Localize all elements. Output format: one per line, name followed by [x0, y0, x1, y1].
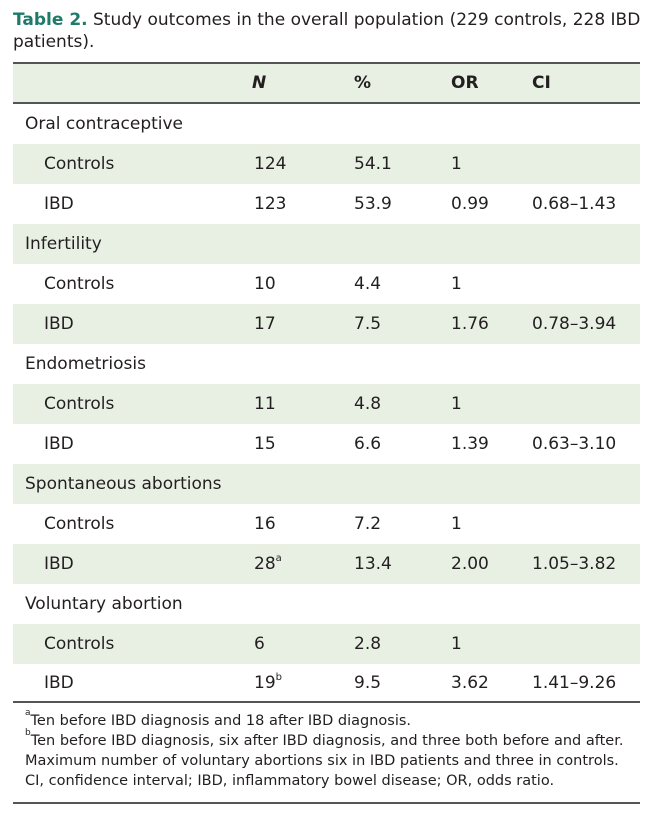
- table-row: IBD 28 a 13.4 2.00 1.05–3.82: [13, 544, 640, 584]
- group-label: Endometriosis: [25, 354, 146, 374]
- row-label: Controls: [44, 274, 115, 294]
- header-ci: CI: [532, 73, 551, 93]
- table-row: Controls 16 7.2 1: [13, 504, 640, 544]
- row-label: IBD: [44, 554, 74, 574]
- cell-percent: 2.8: [354, 634, 382, 654]
- group-label: Voluntary abortion: [25, 594, 183, 614]
- row-label: IBD: [44, 434, 74, 454]
- row-label: IBD: [44, 672, 74, 693]
- cell-or: 1: [451, 394, 462, 414]
- group-label: Oral contraceptive: [25, 114, 184, 134]
- footnote-marker: a: [25, 708, 31, 719]
- cell-n: 28 a: [254, 553, 282, 575]
- cell-percent: 54.1: [354, 154, 392, 174]
- cell-or: 1: [451, 274, 462, 294]
- cell-n: 6: [254, 634, 265, 654]
- cell-percent: 53.9: [354, 194, 392, 214]
- cell-n: 11: [254, 394, 276, 414]
- header-or: OR: [451, 73, 479, 93]
- cell-ci: 1.05–3.82: [532, 554, 617, 574]
- outcomes-table: N % OR CI Oral contraceptive Controls 124 5…: [13, 62, 640, 703]
- row-label: Controls: [44, 634, 115, 654]
- cell-or: 1: [451, 514, 462, 534]
- group-row: Infertility: [13, 224, 640, 264]
- cell-n: 124: [254, 154, 287, 174]
- header-rule: [13, 102, 640, 104]
- cell-percent: 13.4: [354, 554, 392, 574]
- footnote: aTen before IBD diagnosis and 18 after I…: [25, 708, 412, 729]
- cell-n: 16: [254, 514, 276, 534]
- table-label: Table 2.: [13, 10, 88, 30]
- cell-percent: 9.5: [354, 672, 382, 693]
- header-percent: %: [354, 73, 372, 93]
- footnote: Maximum number of voluntary abortions si…: [25, 753, 619, 769]
- bottom-rule: [13, 701, 640, 703]
- cell-or: 1.76: [451, 314, 489, 334]
- group-label: Infertility: [25, 234, 102, 254]
- footnote: CI, confidence interval; IBD, inflammato…: [25, 773, 555, 789]
- table-row: IBD 17 7.5 1.76 0.78–3.94: [13, 304, 640, 344]
- table-row: IBD 123 53.9 0.99 0.68–1.43: [13, 184, 640, 224]
- cell-percent: 7.5: [354, 314, 382, 334]
- table-caption: Table 2. Study outcomes in the overall p…: [13, 9, 643, 53]
- cell-percent: 4.4: [354, 274, 382, 294]
- cell-n: 123: [254, 194, 287, 214]
- row-label: IBD: [44, 314, 74, 334]
- table-row: IBD 19 b 9.5 3.62 1.41–9.26: [13, 664, 640, 701]
- group-label: Spontaneous abortions: [25, 474, 222, 494]
- cell-ci: 0.78–3.94: [532, 314, 617, 334]
- table-title: Study outcomes in the overall population…: [13, 10, 641, 52]
- footnote: bTen before IBD diagnosis, six after IBD…: [25, 728, 624, 749]
- top-rule: [13, 62, 640, 64]
- cell-percent: 4.8: [354, 394, 382, 414]
- cell-ci: 1.41–9.26: [532, 672, 617, 693]
- table-row: IBD 15 6.6 1.39 0.63–3.10: [13, 424, 640, 464]
- cell-or: 2.00: [451, 554, 489, 574]
- header-n: N: [252, 73, 267, 93]
- group-row: Endometriosis: [13, 344, 640, 384]
- cell-or: 1.39: [451, 434, 489, 454]
- row-label: IBD: [44, 194, 74, 214]
- header-row: N % OR CI: [13, 64, 640, 102]
- cell-n: 17: [254, 314, 276, 334]
- group-row: Voluntary abortion: [13, 584, 640, 624]
- footer-rule: [13, 802, 640, 804]
- table-row: Controls 10 4.4 1: [13, 264, 640, 304]
- cell-or: 0.99: [451, 194, 489, 214]
- row-label: Controls: [44, 514, 115, 534]
- table-row: Controls 124 54.1 1: [13, 144, 640, 184]
- cell-n: 15: [254, 434, 276, 454]
- footnotes: aTen before IBD diagnosis and 18 after I…: [13, 703, 640, 799]
- cell-or: 1: [451, 154, 462, 174]
- row-label: Controls: [44, 394, 115, 414]
- footnote-marker: b: [25, 728, 31, 739]
- table-row: Controls 11 4.8 1: [13, 384, 640, 424]
- cell-or: 3.62: [451, 672, 489, 693]
- cell-percent: 7.2: [354, 514, 382, 534]
- cell-n: 10: [254, 274, 276, 294]
- row-label: Controls: [44, 154, 115, 174]
- group-row: Spontaneous abortions: [13, 464, 640, 504]
- cell-ci: 0.68–1.43: [532, 194, 617, 214]
- table-body: Oral contraceptive Controls 124 54.1 1 IBD 123…: [13, 104, 640, 701]
- group-row: Oral contraceptive: [13, 104, 640, 144]
- table-row: Controls 6 2.8 1: [13, 624, 640, 664]
- cell-percent: 6.6: [354, 434, 382, 454]
- cell-or: 1: [451, 634, 462, 654]
- cell-n: 19 b: [254, 671, 282, 693]
- cell-ci: 0.63–3.10: [532, 434, 617, 454]
